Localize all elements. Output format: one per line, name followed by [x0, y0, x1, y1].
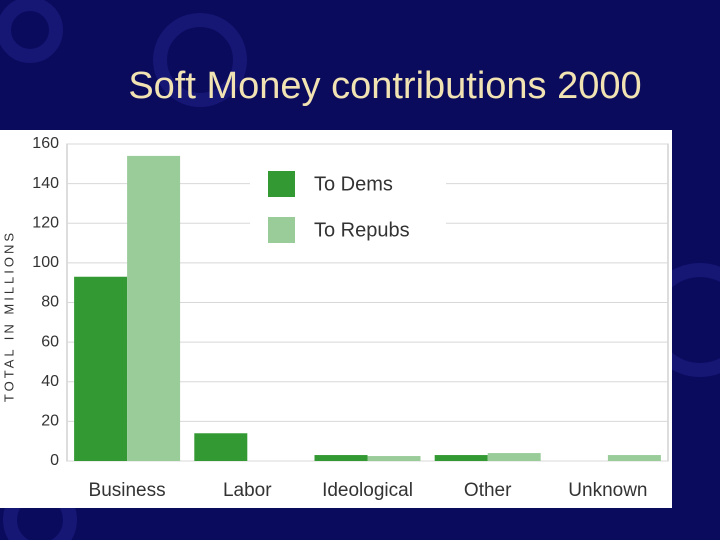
y-tick-label: 0: [50, 452, 59, 469]
bar: [194, 433, 248, 461]
x-tick-label: Unknown: [568, 480, 647, 501]
bar: [434, 455, 488, 461]
y-tick-label: 80: [41, 294, 59, 311]
x-tick-label: Labor: [223, 480, 272, 501]
bar: [314, 455, 368, 461]
bar: [367, 456, 421, 461]
x-tick-label: Business: [89, 480, 166, 501]
chart: 0 20 40 60 80 100 120 140 160 Business Labor Ideolo…: [32, 135, 669, 501]
bar: [127, 155, 181, 461]
legend-swatch: [268, 217, 295, 243]
y-axis-label: TOTAL IN MILLIONS: [1, 230, 16, 402]
y-tick-label: 120: [32, 214, 59, 231]
bar: [607, 455, 661, 461]
legend-label: To Repubs: [314, 219, 410, 241]
legend-label: To Dems: [314, 173, 393, 195]
legend-swatch: [268, 171, 295, 197]
y-tick-label: 140: [32, 175, 59, 192]
bar: [487, 453, 541, 461]
x-tick-label: Ideological: [322, 480, 413, 501]
slide-title: Soft Money contributions 2000: [128, 65, 641, 107]
y-tick-label: 20: [41, 413, 59, 430]
y-tick-label: 40: [41, 373, 59, 390]
y-tick-label: 160: [32, 135, 59, 152]
x-tick-label: Other: [464, 480, 512, 501]
y-tick-label: 100: [32, 254, 59, 271]
bar: [74, 276, 128, 461]
y-tick-label: 60: [41, 333, 59, 350]
